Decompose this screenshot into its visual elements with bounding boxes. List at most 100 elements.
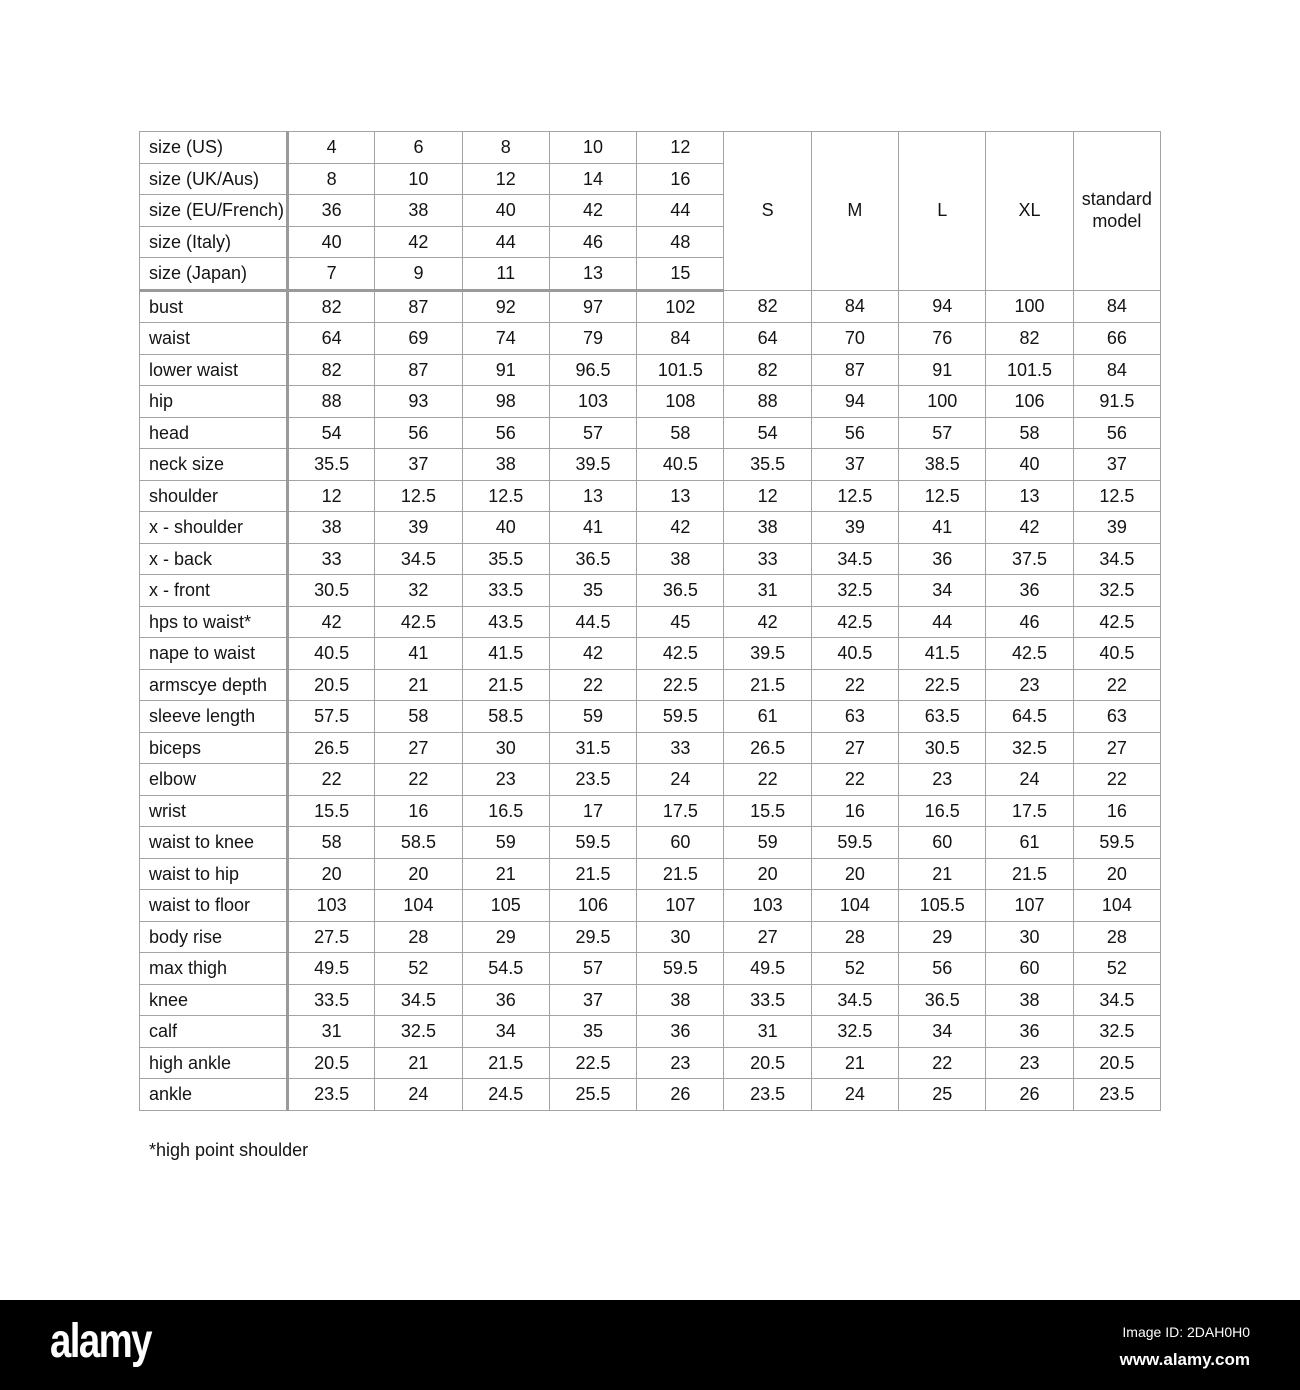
measurement-value: 20.5: [723, 1046, 812, 1079]
measurement-value: 49.5: [723, 952, 812, 985]
measurement-value: 39: [810, 511, 900, 544]
measurement-value: 26.5: [286, 731, 376, 764]
measurement-value: 37: [548, 983, 638, 1016]
measurement-value: 23: [985, 1046, 1074, 1079]
measurement-value: 46: [985, 605, 1074, 638]
measurement-value: 103: [548, 385, 638, 418]
measurement-value: 38.5: [898, 448, 987, 481]
measurement-value: 23: [898, 763, 987, 796]
measurement-value: 56: [1072, 416, 1162, 449]
measurement-value: 38: [636, 983, 725, 1016]
measurement-value: 30.5: [898, 731, 987, 764]
measurement-value: 28: [374, 920, 463, 953]
table-row: x - shoulder 38 39 40 41 42 38 39 41 42 39: [139, 511, 1162, 544]
measurement-value: 63.5: [898, 700, 987, 733]
measurement-label: bust: [139, 289, 289, 323]
measurement-value: 24: [636, 763, 725, 796]
header-row: size (EU/French) 36 38 40 42 44: [139, 194, 1161, 227]
size-value: 44: [636, 194, 725, 227]
measurement-value: 104: [810, 889, 900, 922]
measurement-label: calf: [139, 1015, 289, 1048]
table-row: lower waist 82 87 91 96.5 101.5 82 87 91 101.5 84: [139, 353, 1162, 386]
measurement-value: 36.5: [636, 574, 725, 607]
size-value: 40: [461, 194, 550, 227]
measurement-label: x - front: [139, 574, 289, 607]
measurement-value: 30: [636, 920, 725, 953]
measurement-value: 32.5: [810, 1015, 900, 1048]
measurement-value: 12.5: [898, 479, 987, 512]
size-value: 42: [374, 225, 463, 258]
measurement-value: 84: [810, 289, 900, 323]
measurement-value: 13: [548, 479, 638, 512]
measurement-label: wrist: [139, 794, 289, 827]
measurement-value: 42.5: [636, 637, 725, 670]
measurement-value: 29: [461, 920, 550, 953]
measurement-value: 34.5: [1072, 983, 1162, 1016]
measurement-value: 45: [636, 605, 725, 638]
measurement-value: 57: [898, 416, 987, 449]
letter-size-header: S: [723, 131, 812, 291]
measurement-value: 97: [548, 289, 638, 323]
measurement-value: 13: [636, 479, 725, 512]
measurement-value: 42: [286, 605, 376, 638]
measurement-value: 27: [810, 731, 900, 764]
measurement-value: 21: [374, 1046, 463, 1079]
measurement-value: 87: [810, 353, 900, 386]
measurement-value: 24: [985, 763, 1074, 796]
measurement-value: 56: [374, 416, 463, 449]
size-value: 12: [461, 162, 550, 195]
alamy-logo: alamy: [50, 1315, 152, 1368]
measurement-value: 100: [898, 385, 987, 418]
measurement-value: 107: [636, 889, 725, 922]
measurement-value: 35: [548, 574, 638, 607]
size-value: 13: [548, 257, 638, 292]
header-row: size (Japan) 7 9 11 13 15: [139, 257, 1161, 292]
measurement-value: 17.5: [636, 794, 725, 827]
measurement-value: 82: [985, 322, 1074, 355]
measurement-value: 29: [898, 920, 987, 953]
size-value: 7: [286, 257, 376, 292]
measurement-value: 103: [286, 889, 376, 922]
measurement-value: 88: [723, 385, 812, 418]
measurement-value: 32.5: [374, 1015, 463, 1048]
measurement-value: 49.5: [286, 952, 376, 985]
measurement-value: 27: [723, 920, 812, 953]
measurement-value: 104: [374, 889, 463, 922]
measurement-label: biceps: [139, 731, 289, 764]
measurement-value: 22.5: [548, 1046, 638, 1079]
measurement-value: 21.5: [636, 857, 725, 890]
table-row: max thigh 49.5 52 54.5 57 59.5 49.5 52 56 60 52: [139, 952, 1162, 985]
measurement-value: 23: [636, 1046, 725, 1079]
measurement-value: 31.5: [548, 731, 638, 764]
measurement-label: max thigh: [139, 952, 289, 985]
measurement-value: 38: [286, 511, 376, 544]
measurement-value: 35.5: [286, 448, 376, 481]
measurement-value: 84: [636, 322, 725, 355]
letter-size-header: M: [810, 131, 900, 291]
measurement-value: 59: [548, 700, 638, 733]
measurement-label: hip: [139, 385, 289, 418]
measurement-value: 27.5: [286, 920, 376, 953]
measurement-value: 12.5: [374, 479, 463, 512]
measurement-value: 57: [548, 952, 638, 985]
measurement-value: 16.5: [898, 794, 987, 827]
measurement-value: 28: [810, 920, 900, 953]
measurement-value: 54: [286, 416, 376, 449]
measurement-value: 36: [461, 983, 550, 1016]
measurement-value: 56: [461, 416, 550, 449]
measurement-value: 58.5: [461, 700, 550, 733]
header-row: size (UK/Aus) 8 10 12 14 16: [139, 162, 1161, 195]
measurement-value: 52: [810, 952, 900, 985]
measurement-value: 37.5: [985, 542, 1074, 575]
measurement-value: 36.5: [898, 983, 987, 1016]
measurement-value: 41: [374, 637, 463, 670]
measurement-value: 37: [374, 448, 463, 481]
measurement-value: 59.5: [548, 826, 638, 859]
letter-size-header: L: [898, 131, 987, 291]
measurement-value: 12: [723, 479, 812, 512]
measurement-value: 84: [1072, 289, 1162, 323]
size-chart-table: size (US) 4 6 8 10 12 S M L XL standard model size …: [139, 131, 1162, 1111]
measurement-value: 22.5: [636, 668, 725, 701]
measurement-value: 37: [810, 448, 900, 481]
measurement-value: 66: [1072, 322, 1162, 355]
